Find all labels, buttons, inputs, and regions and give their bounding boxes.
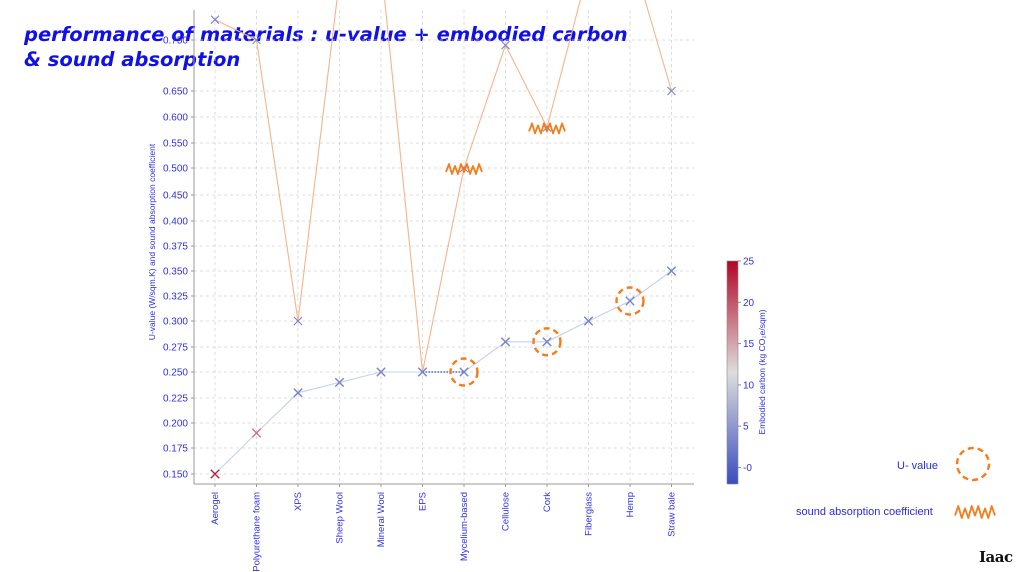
x-tick-label: Mycelium-based	[459, 492, 470, 561]
sound-absorption-highlight-zigzag	[528, 122, 566, 135]
sound-absorption-marker	[667, 86, 676, 96]
y-tick-label: 0.275	[163, 343, 188, 354]
plot-grid	[194, 10, 694, 484]
u-value-marker	[334, 377, 345, 388]
legend-sound-symbol	[954, 505, 996, 519]
legend-sound-label: sound absorption coefficient	[796, 506, 933, 518]
colorbar-tick-label: 25	[743, 257, 755, 268]
u-value-marker-stroke	[542, 337, 552, 347]
sound-absorption-marker	[252, 35, 261, 45]
plot-axes: 0.150 0.175 0.200 0.225 0.250 0.275 0.300 0.325…	[147, 10, 694, 572]
legend	[954, 446, 996, 519]
u-value-marker	[666, 266, 677, 276]
u-value-marker-stroke	[625, 296, 635, 306]
x-tick-label: Aerogel	[210, 492, 221, 525]
y-tick-label: 0.650	[163, 87, 188, 98]
y-tick-label: 0.200	[163, 419, 188, 430]
u-value-marker	[417, 367, 428, 377]
y-axis-label: U-value (W/sqm.K) and sound absorption c…	[147, 143, 157, 340]
colorbar-tick-label: 20	[743, 298, 755, 309]
u-value-marker	[251, 428, 262, 438]
sound-absorption-marker	[210, 15, 220, 25]
u-value-marker-stroke	[251, 428, 262, 438]
x-tick-label: Sheep Wool	[335, 492, 346, 544]
legend-uvalue-symbol	[955, 446, 991, 482]
x-tick-label: Cellulose	[501, 492, 512, 531]
sound-absorption-marker	[293, 316, 303, 326]
colorbar: -0 5 10 15 20 25 Embodied carbon (kg CO₂e/sqm)	[726, 257, 767, 485]
y-tick-label: 0.325	[163, 292, 188, 303]
u-value-marker-stroke	[666, 266, 677, 276]
x-tick-label: XPS	[293, 492, 304, 511]
y-tick-label: 0.750	[163, 36, 188, 47]
u-value-marker-stroke	[500, 337, 511, 347]
u-value-marker-stroke	[583, 316, 594, 326]
x-tick-label: Polyurethane foam	[252, 492, 263, 572]
x-tick-label: Cork	[542, 492, 553, 512]
u-value-marker	[210, 469, 220, 479]
y-tick-label: 0.300	[163, 317, 188, 328]
y-tick-label: 0.400	[163, 217, 188, 228]
u-value-marker-stroke	[459, 367, 469, 377]
y-tick-label: 0.350	[163, 267, 188, 278]
colorbar-tick-label: -0	[743, 463, 752, 474]
y-tick-label: 0.375	[163, 242, 188, 253]
x-tick-label: Fiberglass	[584, 492, 595, 536]
colorbar-label: Embodied carbon (kg CO₂e/sqm)	[757, 309, 767, 434]
u-value-marker-stroke	[417, 367, 428, 377]
x-tick-label: EPS	[418, 492, 429, 511]
sound-absorption-marker-stroke	[210, 15, 220, 25]
u-value-line	[214, 270, 672, 475]
u-value-highlight-circle	[532, 327, 562, 357]
u-value-marker	[293, 388, 303, 398]
y-tick-label: 0.250	[163, 368, 188, 379]
y-tick-label: 0.500	[163, 164, 188, 175]
colorbar-tick-label: 15	[743, 339, 755, 350]
colorbar-tick-label: 5	[743, 422, 749, 433]
sound-absorption-marker-stroke	[667, 86, 676, 96]
u-value-marker-stroke	[334, 377, 345, 388]
brand-logo-text: Iaac	[979, 548, 1013, 566]
y-tick-label: 0.600	[163, 113, 188, 124]
y-tick-label: 0.550	[163, 139, 188, 150]
sound-absorption-marker-stroke	[293, 316, 303, 326]
sound-absorption-line	[214, 0, 673, 373]
sound-absorption-marker-stroke	[252, 35, 261, 45]
u-value-marker	[542, 337, 552, 347]
slide-title-line-2: & sound absorption	[24, 48, 241, 71]
colorbar-bar	[726, 260, 739, 485]
brand-logo: Iaac	[979, 548, 1013, 566]
u-value-marker-stroke	[293, 388, 303, 398]
sound-absorption-marker	[501, 40, 510, 50]
y-tick-label: 0.225	[163, 394, 188, 405]
x-tick-label: Mineral Wool	[376, 492, 387, 547]
u-value-marker	[376, 367, 386, 377]
x-tick-label: Hemp	[625, 492, 636, 517]
legend-uvalue-label: U- value	[897, 460, 938, 472]
y-tick-label: 0.450	[163, 191, 188, 202]
y-tick-label: 0.175	[163, 444, 188, 455]
plot-series	[210, 0, 677, 479]
u-value-highlight-circle	[449, 357, 479, 387]
u-value-marker	[625, 296, 635, 306]
sound-absorption-marker-stroke	[501, 40, 510, 50]
u-value-marker	[583, 316, 594, 326]
u-value-marker	[500, 337, 511, 347]
x-tick-label: Straw bale	[667, 492, 678, 537]
u-value-marker-stroke	[376, 367, 386, 377]
u-value-marker-stroke	[210, 469, 220, 479]
sound-absorption-highlight-zigzag	[445, 163, 483, 175]
colorbar-tick-label: 10	[743, 380, 755, 391]
u-value-marker	[459, 367, 469, 377]
u-value-highlight-circle	[615, 286, 645, 316]
y-tick-label: 0.150	[163, 470, 188, 481]
